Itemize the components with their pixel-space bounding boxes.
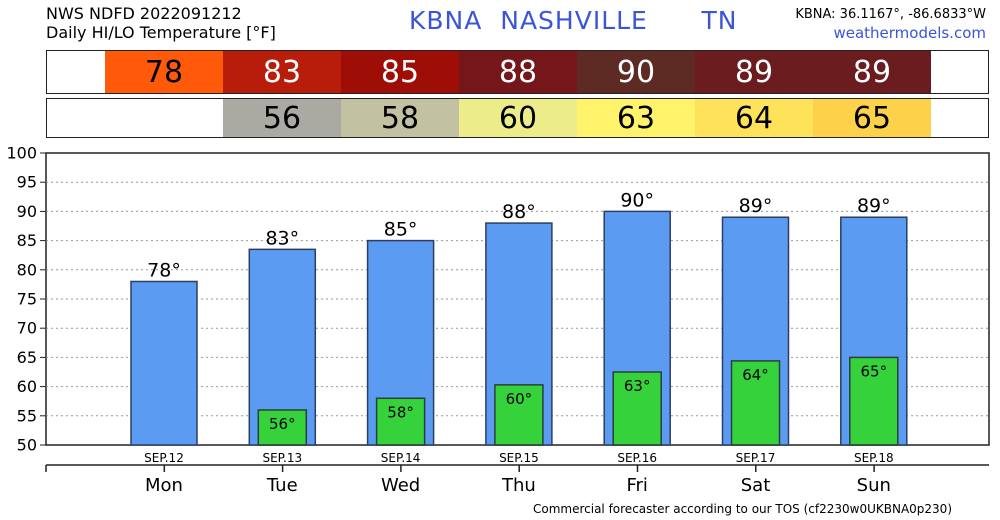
y-tick-label: 100	[6, 145, 37, 163]
high-temp-cell: 78	[105, 51, 223, 93]
low-temp-label: 56°	[269, 415, 296, 433]
day-label: Thu	[501, 475, 536, 496]
low-temp-label: 58°	[387, 403, 414, 421]
low-temp-cell: 63	[577, 99, 695, 137]
low-temp-cell: 58	[341, 99, 459, 137]
date-label: SEP.12	[144, 451, 184, 465]
y-tick-label: 70	[17, 319, 37, 338]
high-temp-label: 88°	[502, 201, 536, 223]
low-temp-label: 65°	[861, 362, 888, 380]
date-label: SEP.14	[381, 451, 421, 465]
low-temp-bar	[375, 397, 426, 446]
high-temp-cell: 88	[459, 51, 577, 93]
y-tick-label: 65	[17, 348, 37, 367]
low-temp-band: 56 58 60 63 64 65	[46, 98, 989, 138]
high-temp-cell: 89	[813, 51, 931, 93]
y-tick-label: 60	[17, 377, 37, 396]
station-title: KBNA NASHVILLE TN	[409, 6, 738, 35]
low-temp-cell	[105, 99, 223, 137]
low-temp-bar	[494, 384, 544, 446]
low-temp-label: 63°	[624, 377, 651, 395]
station-coords: KBNA: 36.1167°, -86.6833°W	[795, 7, 986, 22]
date-label: SEP.18	[854, 451, 894, 465]
model-run-label: NWS NDFD 2022091212	[46, 4, 242, 23]
day-label: Wed	[381, 475, 420, 496]
y-tick-label: 95	[17, 173, 37, 192]
low-temp-bar	[257, 409, 308, 446]
low-temp-bar	[730, 360, 781, 446]
low-temp-label: 60°	[506, 390, 533, 408]
day-label: Fri	[626, 475, 647, 496]
low-temp-cell: 64	[695, 99, 813, 137]
header-right: KBNA: 36.1167°, -86.6833°W weathermodels…	[795, 5, 986, 43]
site-link[interactable]: weathermodels.com	[833, 24, 986, 42]
high-temp-cell: 90	[577, 51, 695, 93]
high-temp-label: 85°	[384, 219, 418, 241]
low-temp-cell: 60	[459, 99, 577, 137]
header-left: NWS NDFD 2022091212 Daily HI/LO Temperat…	[46, 4, 276, 42]
y-tick-label: 90	[17, 202, 37, 221]
high-temp-label: 78°	[147, 259, 181, 281]
high-temp-cell: 85	[341, 51, 459, 93]
date-label: SEP.16	[617, 451, 657, 465]
date-label: SEP.17	[736, 451, 776, 465]
temperature-chart: 50 55 60 65 70 75 80 85 90 95 100 78° SEP.12 Mon 83° 56…	[6, 145, 990, 496]
high-temp-label: 89°	[739, 195, 773, 217]
low-temp-bar	[849, 356, 899, 446]
date-label: SEP.15	[499, 451, 539, 465]
y-tick-label: 55	[17, 406, 37, 425]
day-label: Tue	[266, 475, 298, 496]
high-temp-band: 78 83 85 88 90 89 89	[46, 50, 989, 94]
y-tick-label: 50	[17, 436, 37, 455]
y-tick-label: 75	[17, 290, 37, 309]
high-temp-label: 83°	[265, 227, 299, 249]
high-temp-cell: 89	[695, 51, 813, 93]
high-temp-label: 90°	[620, 189, 654, 211]
day-label: Sun	[857, 475, 891, 496]
y-tick-label: 80	[17, 260, 37, 279]
footer-note: Commercial forecaster according to our T…	[532, 502, 952, 516]
product-label: Daily HI/LO Temperature [°F]	[46, 23, 276, 42]
high-temp-label: 89°	[857, 195, 891, 217]
high-temp-bar	[130, 280, 198, 446]
y-tick-label: 85	[17, 231, 37, 250]
high-temp-cell: 83	[223, 51, 341, 93]
day-label: Mon	[145, 475, 183, 496]
day-label: Sat	[741, 475, 771, 496]
low-temp-label: 64°	[742, 366, 769, 384]
low-temp-bar	[612, 371, 662, 446]
date-label: SEP.13	[262, 451, 302, 465]
low-temp-cell: 65	[813, 99, 931, 137]
low-temp-cell: 56	[223, 99, 341, 137]
